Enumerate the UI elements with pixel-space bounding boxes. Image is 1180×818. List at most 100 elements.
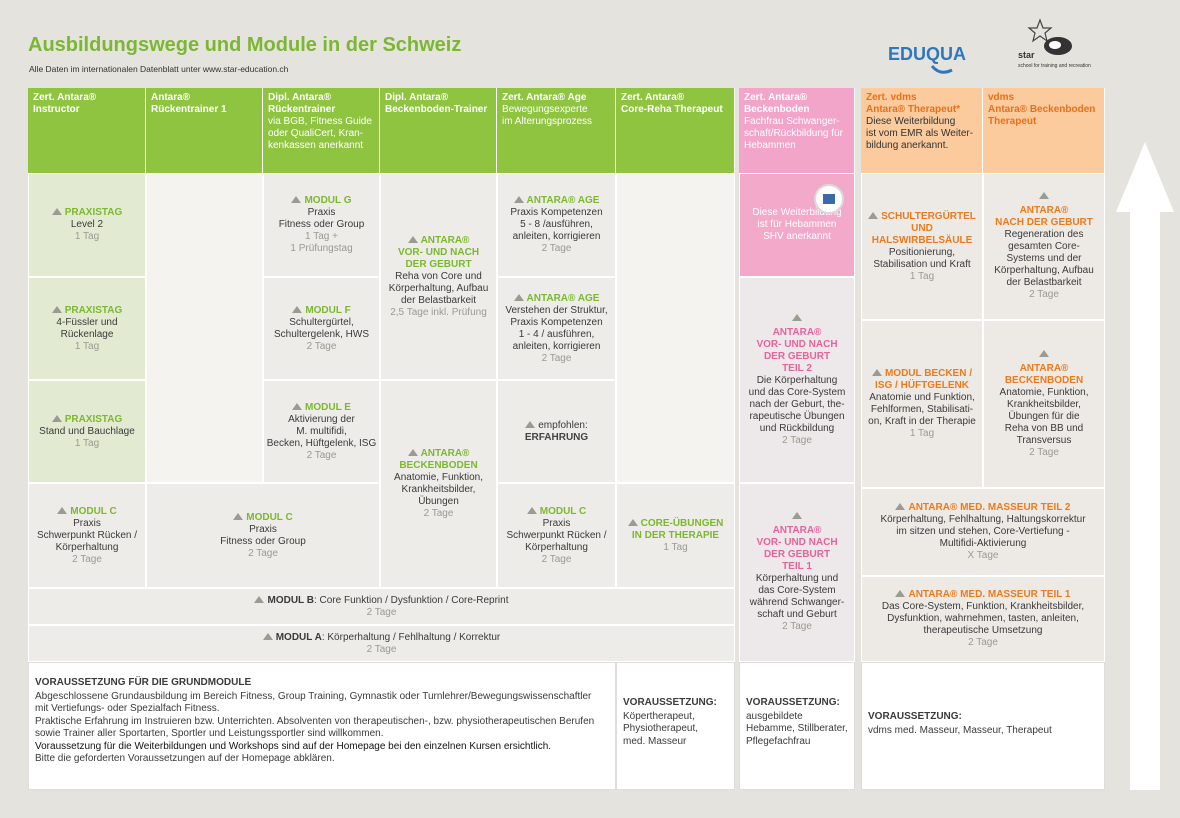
triangle-icon (292, 305, 303, 313)
cell-line-text: Anatomie, Funktion, (999, 386, 1089, 398)
cell-line-text: Regeneration des (1004, 229, 1084, 240)
cell-line: Aktivierung der (288, 414, 355, 426)
cell-line: anleiten, korrigieren (513, 341, 601, 353)
cell-title-text: MODUL E (305, 401, 351, 413)
cell-duration: 2 Tage (1029, 447, 1059, 459)
cell-line: und Rückbildung (760, 423, 835, 435)
module-cell: MODUL BECKEN / ISG / HÜFTGELENK Anatomie u… (861, 320, 983, 488)
module-cell: SCHULTERGÜRTEL UND HALSWIRBELSÄULE Position… (861, 173, 983, 320)
cell-title-text: ANTARA® MED. MASSEUR TEIL 1 (908, 589, 1071, 600)
cell-title-text: CORE-ÜBUNGEN (640, 517, 724, 529)
triangle-icon (792, 313, 802, 321)
cell-line-text: Praxis (542, 517, 571, 529)
cell-line-text: nach der Geburt, the- (749, 398, 845, 410)
triangle-icon (526, 506, 537, 514)
cell-title-text: HALSWIRBELSÄULE (871, 234, 973, 246)
triangle-icon (895, 503, 906, 510)
cell-title: TEIL 1 (782, 561, 812, 573)
requirement-title: VORAUSSETZUNG: (623, 697, 717, 708)
cell-title-text: ISG / HÜFTGELENK (875, 380, 969, 391)
cell-duration: 1 Tag (75, 341, 99, 353)
cell-line: gesamten Core- (1008, 241, 1080, 253)
cell-duration: 2 Tage (424, 508, 454, 520)
module-cell: ANTARA® AGE Verstehen der Struktur, Praxis… (497, 277, 616, 380)
cell-line-text: das Core-System (758, 585, 836, 596)
cell-line: Körperhaltung (56, 542, 119, 554)
cell-title: NACH DER GEBURT (995, 217, 1093, 229)
cell-duration-text: 2 Tage (423, 508, 454, 519)
cell-line-text: Anatomie und Funktion, (869, 392, 975, 403)
cell-duration: 2 Tage (782, 435, 812, 447)
star-icon (1027, 18, 1053, 43)
cell-duration: 1 Tag (75, 231, 99, 243)
module-cell: MODUL F Schultergürtel, Schultergelenk, HW… (263, 277, 380, 380)
cell-duration: 2 Tage (72, 554, 102, 566)
cell-duration-text: 2 Tage (1029, 289, 1059, 300)
cell-title: MODUL C (233, 512, 293, 524)
band-line: MODUL B: Core Funktion / Dysfunktion / C… (254, 594, 509, 607)
cell-duration-text: 1 Tag (663, 541, 688, 553)
column-header: Zert. Antara® Core-Reha Therapeut (616, 88, 735, 173)
cell-duration: 2 Tage (1029, 289, 1059, 301)
band-text: : Core Funktion / Dysfunktion / Core-Rep… (313, 594, 509, 606)
cell-line-text: Schultergürtel, (289, 316, 354, 328)
cell-line: Stabilisation und Kraft (873, 259, 970, 271)
triangle-icon (513, 293, 524, 301)
band-duration: 2 Tage (366, 643, 397, 655)
cell-line: Verstehen der Struktur, (505, 305, 607, 317)
cell-line: Praxis (73, 518, 101, 530)
module-cell: ANTARA® NACH DER GEBURT Regeneration des ge… (983, 173, 1105, 320)
module-cell: ANTARA® VOR- UND NACH DER GEBURT TEIL 1 Körp… (739, 483, 855, 662)
triangle-icon (895, 590, 906, 597)
cell-line: Körperhaltung, Aufbau (389, 283, 489, 295)
cell-line-text: M. multifidi, (296, 425, 347, 437)
requirement-line: ausgebildete (746, 710, 803, 722)
cell-title-text: BECKENBODEN (1004, 374, 1084, 386)
header-title: Zert. Antara® (621, 92, 685, 103)
cell-line: Praxis (249, 524, 277, 536)
cell-title-text: ANTARA® (420, 448, 470, 459)
cell-title-text: ANTARA® (772, 525, 822, 536)
cell-line-text: Stand und Bauchlage (39, 425, 135, 437)
cell-title: TEIL 2 (782, 363, 812, 375)
cell-line: Dysfunktion, wahrnehmen, tasten, anleite… (887, 613, 1079, 625)
cell-title-text: BECKENBODEN (399, 460, 478, 471)
header-title: Therapeut (988, 116, 1037, 127)
cell-title-text: ANTARA® MED. MASSEUR TEIL 2 (908, 502, 1071, 513)
header-title: Beckenboden (744, 104, 810, 115)
module-cell: MODUL C Praxis Schwerpunkt Rücken / Körperh… (497, 483, 616, 588)
cell-line: Praxis (543, 518, 571, 530)
cell-duration: 2 Tage (542, 554, 572, 566)
cell-line: Rückenlage (61, 329, 114, 341)
cell-duration: 2 Tage (307, 341, 337, 353)
cell-duration-text: 2 Tage (541, 352, 572, 364)
header-title: Antara® (151, 92, 191, 103)
cell-title-text: UND (911, 222, 933, 234)
cell-line-text: Stabilisation und Kraft (873, 258, 971, 270)
band-duration: 2 Tage (366, 606, 397, 618)
cell-line-text: gesamten Core- (1008, 241, 1080, 252)
cell-line: 4-Füssler und (56, 317, 117, 329)
cell-line-text: und Rückbildung (759, 422, 835, 434)
cell-note: Diese Weiterbildung (752, 207, 841, 219)
star-logo: star school for training and recreation (1018, 18, 1091, 69)
cell-line: Multifidi-Aktivierung (940, 538, 1027, 550)
header-title: Dipl. Antara® (268, 92, 332, 103)
cell-title-text: TEIL 1 (782, 561, 812, 572)
cell-line: im sitzen und stehen, Core-Vertiefung - (896, 526, 1069, 538)
module-band: MODUL B: Core Funktion / Dysfunktion / C… (28, 588, 735, 625)
cell-title: ISG / HÜFTGELENK (875, 380, 969, 392)
cell-duration-text: 1 Tag (74, 340, 100, 352)
cell-duration-text: 2 Tage (248, 547, 278, 559)
cell-line-text: Multifidi-Aktivierung (939, 538, 1027, 549)
cell-line-text: on, Kraft in der Therapie (868, 416, 976, 427)
header-title: Dipl. Antara® (385, 92, 449, 103)
triangle-icon (292, 402, 303, 410)
cell-duration-text: 1 Tag + (305, 231, 338, 242)
requirement-box: VORAUSSETZUNG: Köpertherapeut, Physiothera… (616, 662, 735, 790)
triangle-icon (871, 369, 882, 376)
cell-duration: 1 Tag (910, 271, 934, 283)
requirement-title: VORAUSSETZUNG: (868, 711, 962, 722)
requirement-line: Bitte die geforderten Voraussetzungen au… (35, 753, 335, 764)
cell-title: SCHULTERGÜRTEL (868, 211, 976, 223)
